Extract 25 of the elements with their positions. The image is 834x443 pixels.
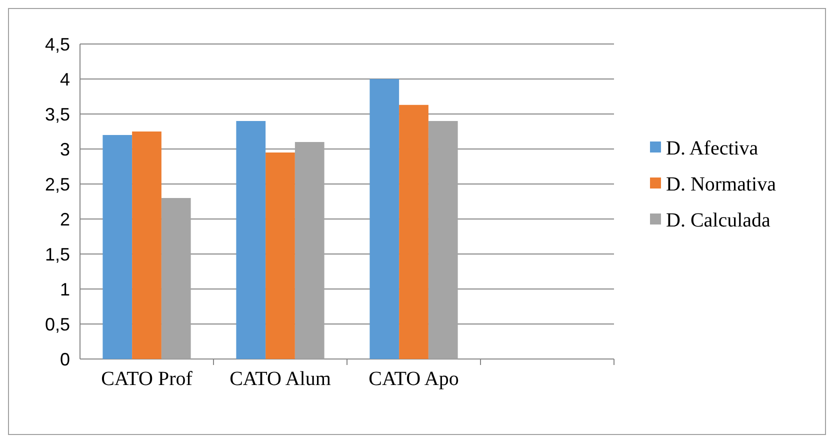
- x-tick-label: CATO Apo: [368, 368, 459, 390]
- legend-label: D. Afectiva: [666, 138, 758, 160]
- bar: [132, 132, 162, 359]
- y-tick-label: 4,5: [44, 34, 70, 54]
- bar: [102, 135, 132, 359]
- x-tick-label: CATO Prof: [101, 368, 193, 390]
- y-tick-label: 0,5: [44, 314, 70, 334]
- bar: [266, 152, 295, 359]
- bar: [428, 121, 458, 359]
- bar: [161, 198, 191, 359]
- bar: [399, 104, 428, 359]
- bar: [294, 142, 324, 359]
- legend-label: D. Normativa: [666, 174, 776, 196]
- bar: [370, 79, 400, 359]
- legend-label: D. Calculada: [666, 210, 771, 232]
- x-tick-label: CATO Alum: [230, 368, 332, 390]
- y-tick-label: 0: [60, 349, 70, 370]
- y-tick-label: 1,5: [44, 244, 70, 264]
- y-tick-label: 4: [60, 69, 70, 90]
- y-tick-label: 1: [60, 279, 70, 300]
- y-tick-label: 2,5: [44, 174, 70, 194]
- y-tick-label: 2: [60, 209, 70, 230]
- y-tick-label: 3,5: [44, 104, 70, 124]
- bar: [236, 121, 266, 359]
- y-tick-label: 3: [60, 139, 70, 160]
